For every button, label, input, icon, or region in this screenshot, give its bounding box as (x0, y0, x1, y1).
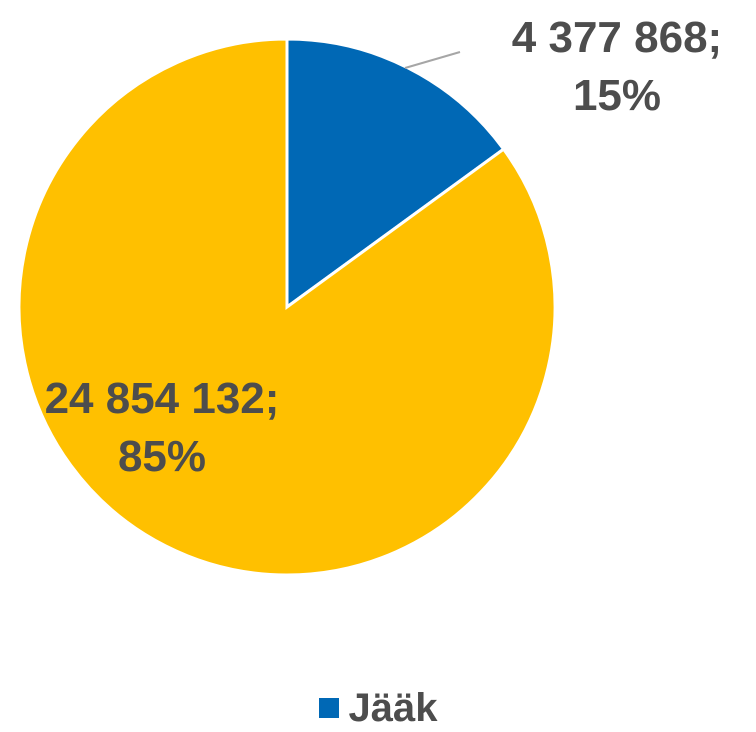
data-label-slice-1-value: 4 377 868; (512, 13, 722, 62)
legend: Jääk (0, 686, 756, 730)
pie-slice-2 (17, 37, 557, 577)
data-label-slice-2-percent: 85% (118, 432, 206, 481)
leader-line-slice-1 (404, 51, 461, 69)
data-label-slice-2-value: 24 854 132; (45, 374, 280, 423)
data-label-slice-1-percent: 15% (573, 71, 661, 120)
legend-label-jaak: Jääk (348, 686, 438, 730)
legend-swatch-jaak (318, 698, 339, 718)
pie-slice-1 (285, 37, 506, 310)
pie-slices (17, 37, 557, 577)
